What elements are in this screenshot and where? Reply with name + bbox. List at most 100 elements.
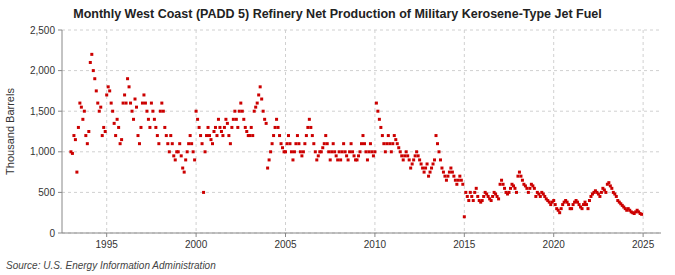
point (290, 150, 293, 153)
point (446, 175, 449, 178)
point (373, 150, 376, 153)
grid-line (62, 151, 661, 152)
point (238, 110, 241, 113)
point (326, 142, 329, 145)
point (291, 158, 294, 161)
point (285, 142, 288, 145)
point (220, 130, 223, 133)
point (333, 150, 336, 153)
point (236, 126, 239, 129)
point (242, 118, 245, 121)
point (320, 150, 323, 153)
point (367, 150, 370, 153)
point (387, 134, 390, 137)
point (154, 126, 157, 129)
point (201, 142, 204, 145)
point (390, 150, 393, 153)
point (153, 118, 156, 121)
point (466, 195, 469, 198)
point (177, 150, 180, 153)
point (451, 171, 454, 174)
point (397, 146, 400, 149)
point (287, 134, 290, 137)
point (275, 118, 278, 121)
point (284, 150, 287, 153)
point (315, 158, 318, 161)
point (280, 142, 283, 145)
point (491, 195, 494, 198)
point (388, 142, 391, 145)
point (134, 98, 137, 101)
point (317, 154, 320, 157)
point (344, 150, 347, 153)
point (126, 77, 129, 80)
point (405, 150, 408, 153)
point (393, 134, 396, 137)
point (250, 126, 253, 129)
point (379, 126, 382, 129)
point (360, 142, 363, 145)
point (473, 191, 476, 194)
point (411, 162, 414, 165)
point (263, 118, 266, 121)
point (364, 150, 367, 153)
point (71, 152, 74, 155)
point (329, 158, 332, 161)
point (469, 191, 472, 194)
point (403, 154, 406, 157)
tick-label: 2000 (185, 239, 208, 250)
point (245, 130, 248, 133)
point (570, 207, 573, 210)
point (502, 183, 505, 186)
point (457, 179, 460, 182)
tick-label: 2025 (632, 239, 655, 250)
annotation: Source: U.S. Energy Information Administ… (6, 260, 216, 271)
point (230, 126, 233, 129)
point (241, 110, 244, 113)
point (427, 175, 430, 178)
point (145, 110, 148, 113)
point (306, 126, 309, 129)
point (351, 150, 354, 153)
point (272, 134, 275, 137)
point (193, 158, 196, 161)
point (208, 134, 211, 137)
point (598, 195, 601, 198)
point (415, 150, 418, 153)
point (117, 126, 120, 129)
point (341, 150, 344, 153)
point (217, 118, 220, 121)
point (257, 93, 260, 96)
point (84, 134, 87, 137)
point (463, 215, 466, 218)
point (439, 158, 442, 161)
point (332, 142, 335, 145)
point (251, 134, 254, 137)
grid-line (464, 30, 465, 233)
point (436, 142, 439, 145)
point (159, 110, 162, 113)
point (448, 171, 451, 174)
point (640, 213, 643, 216)
tick (58, 111, 62, 112)
point (440, 167, 443, 170)
point (98, 110, 101, 113)
point (357, 154, 360, 157)
point (345, 154, 348, 157)
point (454, 179, 457, 182)
point (281, 146, 284, 149)
point (296, 134, 299, 137)
point (181, 167, 184, 170)
point (293, 150, 296, 153)
point (513, 187, 516, 190)
point (475, 187, 478, 190)
point (400, 154, 403, 157)
point (166, 142, 169, 145)
point (378, 118, 381, 121)
y-axis-line (62, 30, 63, 233)
point (327, 150, 330, 153)
x-axis-line (62, 233, 661, 234)
point (171, 142, 174, 145)
point (610, 187, 613, 190)
point (174, 158, 177, 161)
